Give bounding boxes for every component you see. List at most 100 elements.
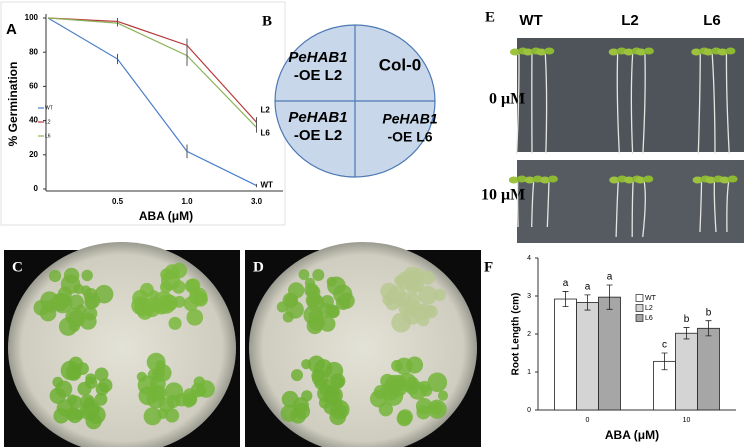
cotyledon — [624, 176, 635, 184]
seedling — [280, 404, 298, 422]
seedling — [83, 306, 98, 321]
seedling — [84, 292, 101, 309]
x-tick-label: 1.0 — [181, 197, 193, 206]
panel-label: B — [262, 13, 272, 29]
line — [47, 17, 257, 128]
root — [630, 53, 634, 155]
y-tick-label: 0 — [527, 407, 531, 414]
seedling — [164, 264, 180, 280]
bar — [554, 298, 577, 411]
line — [47, 17, 257, 123]
cotyledon — [692, 176, 703, 184]
seedling — [57, 286, 72, 301]
seedling — [84, 376, 98, 389]
seedling — [81, 269, 93, 282]
error-bar — [705, 320, 712, 337]
root — [713, 181, 717, 233]
panel-label: C — [12, 259, 23, 275]
seedling — [33, 299, 50, 316]
root — [616, 53, 620, 155]
petri-dish — [8, 242, 236, 447]
y-axis-label: Root Length (cm) — [511, 293, 522, 376]
seedling — [68, 356, 84, 372]
seedling — [395, 357, 413, 375]
seedling — [424, 304, 438, 319]
cotyledon — [635, 48, 646, 56]
seedling — [311, 369, 325, 383]
y-tick-label: 3 — [527, 293, 531, 300]
significance-letter: a — [563, 278, 569, 289]
seedling — [52, 376, 64, 388]
legend-label: L2 — [645, 305, 653, 312]
seedling — [79, 400, 99, 421]
root — [544, 53, 548, 155]
legend-swatch — [635, 314, 644, 322]
root — [725, 53, 730, 155]
seedling — [308, 314, 325, 331]
cotyledon — [508, 176, 519, 184]
panel-a-frame — [0, 1, 286, 226]
seedling — [94, 392, 108, 406]
y-axis-label: % Germination — [6, 62, 20, 147]
seedling — [186, 309, 204, 326]
seedling — [48, 269, 62, 283]
seedling — [331, 398, 343, 410]
error-bar — [562, 291, 569, 308]
cotyledon — [536, 48, 547, 56]
y-tick-label: 60 — [29, 82, 38, 91]
line-label: Col-0 — [379, 55, 422, 74]
significance-letter: a — [585, 282, 591, 293]
row-label: 10 μM — [481, 187, 525, 204]
root — [546, 181, 550, 228]
seedling — [164, 408, 180, 423]
seedling — [53, 407, 70, 424]
y-tick-label: 80 — [29, 47, 38, 56]
seedling — [317, 384, 336, 403]
seedling — [338, 292, 355, 309]
x-axis-label: ABA (μM) — [605, 428, 659, 442]
legend-label: WT — [645, 295, 657, 302]
seedling — [148, 290, 159, 301]
error-bar — [683, 327, 690, 340]
seedling — [420, 270, 435, 285]
cotyledon — [539, 176, 550, 184]
y-tick-label: 40 — [29, 116, 38, 125]
line — [47, 17, 257, 187]
legend-label: L2 — [45, 119, 51, 125]
seedling — [183, 396, 195, 408]
cotyledon — [719, 176, 730, 184]
significance-letter: b — [684, 314, 690, 325]
seedling — [282, 311, 294, 323]
seedling — [137, 304, 153, 320]
cotyledon — [725, 47, 736, 55]
cotyledon — [717, 48, 728, 56]
seedling — [95, 382, 109, 396]
legend-label: L6 — [645, 315, 653, 322]
bar — [675, 332, 698, 411]
column-label: L6 — [703, 12, 721, 29]
cotyledon — [703, 48, 714, 56]
seedling — [318, 303, 333, 318]
gene-label: PeHAB1 — [288, 49, 347, 66]
seedling — [395, 291, 412, 308]
seedling — [154, 364, 172, 382]
seedling — [420, 385, 433, 397]
seedling — [433, 288, 446, 302]
cotyledon — [623, 48, 634, 56]
cotyledon — [705, 176, 716, 184]
cotyledon — [547, 175, 558, 183]
y-tick-label: 20 — [29, 150, 38, 159]
root — [697, 53, 701, 155]
gene-label: PeHAB1 — [288, 109, 347, 126]
root — [516, 53, 520, 155]
cotyledon — [643, 47, 654, 55]
seedling — [405, 376, 420, 390]
root — [642, 181, 646, 238]
cotyledon — [609, 176, 620, 184]
seedling — [293, 402, 311, 420]
seedling — [330, 373, 346, 389]
x-axis-label: ABA (μM) — [139, 209, 193, 223]
bar — [697, 327, 720, 411]
seedling — [388, 389, 399, 400]
seedling — [397, 275, 409, 287]
